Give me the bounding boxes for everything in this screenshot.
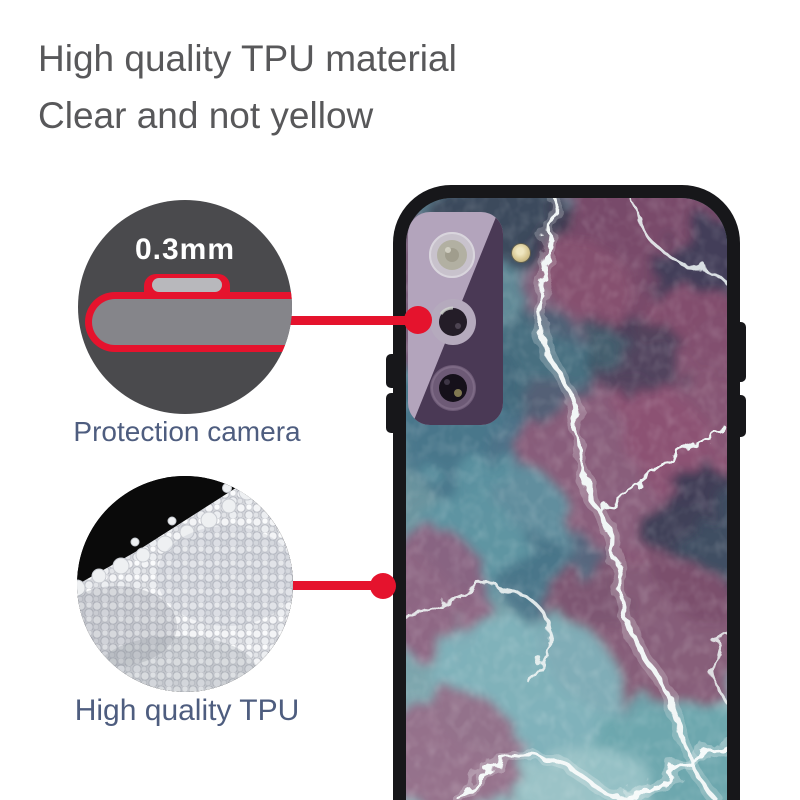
cross-section-case-edge <box>85 292 292 352</box>
case-button-volume <box>736 322 746 382</box>
cross-section-button <box>152 278 222 292</box>
callout-line-tpu <box>289 581 385 590</box>
flash-led <box>512 244 530 262</box>
callout-dot-tpu <box>370 573 396 599</box>
case-button-power <box>736 395 746 437</box>
camera-lens-bottom <box>430 365 476 411</box>
phone-case <box>386 185 746 800</box>
tpu-callout-circle <box>77 476 293 692</box>
callout-line-camera <box>288 316 418 325</box>
thickness-value: 0.3mm <box>134 233 236 266</box>
caption-protection-camera: Protection camera <box>73 416 301 447</box>
case-button-left-bottom <box>386 393 396 433</box>
caption-high-quality-tpu: High quality TPU <box>74 694 300 727</box>
headline-line-1: High quality TPU material <box>38 38 457 79</box>
headline-line-2: Clear and not yellow <box>38 95 374 136</box>
tpu-beads-image <box>77 476 293 692</box>
headline: High quality TPU material Clear and not … <box>38 30 457 144</box>
camera-lens-top <box>429 232 475 278</box>
case-button-left-top <box>386 354 396 388</box>
thickness-callout-circle: 0.3mm <box>78 200 292 414</box>
callout-dot-camera <box>404 306 432 334</box>
camera-lens-middle <box>430 299 476 345</box>
